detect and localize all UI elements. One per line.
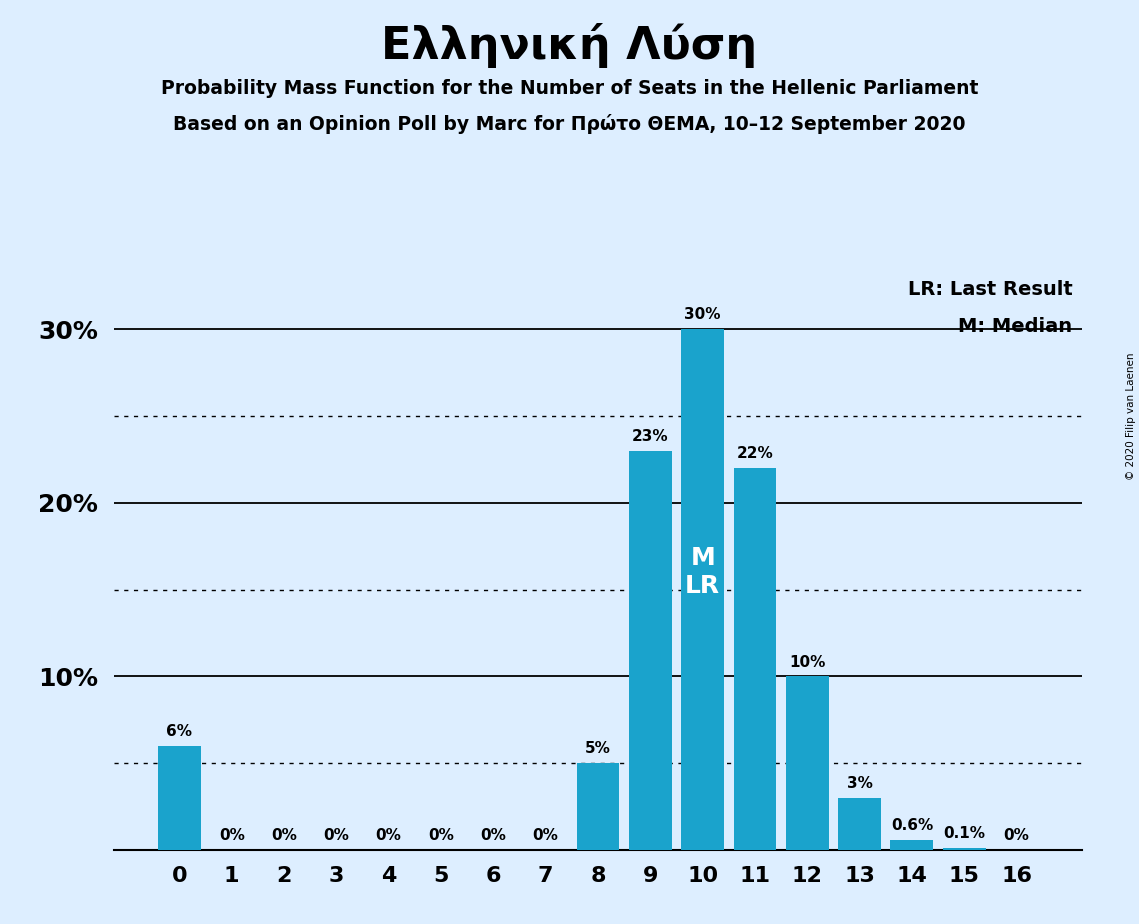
Text: 0%: 0% xyxy=(376,828,402,843)
Text: 23%: 23% xyxy=(632,429,669,444)
Text: M
LR: M LR xyxy=(685,546,720,598)
Text: 10%: 10% xyxy=(789,654,826,670)
Text: 0%: 0% xyxy=(1003,828,1030,843)
Text: 22%: 22% xyxy=(737,446,773,461)
Text: © 2020 Filip van Laenen: © 2020 Filip van Laenen xyxy=(1126,352,1136,480)
Text: 0%: 0% xyxy=(428,828,454,843)
Text: 0%: 0% xyxy=(533,828,558,843)
Text: 3%: 3% xyxy=(846,776,872,791)
Text: 30%: 30% xyxy=(685,308,721,322)
Bar xyxy=(943,848,985,850)
Text: 0.6%: 0.6% xyxy=(891,818,933,833)
Text: Based on an Opinion Poll by Marc for Πρώτο ΘΕΜΑ, 10–12 September 2020: Based on an Opinion Poll by Marc for Πρώ… xyxy=(173,114,966,134)
Bar xyxy=(576,763,620,850)
Text: 0%: 0% xyxy=(271,828,297,843)
Text: 0%: 0% xyxy=(481,828,506,843)
Text: 0%: 0% xyxy=(219,828,245,843)
Bar xyxy=(681,329,724,850)
Text: 6%: 6% xyxy=(166,724,192,739)
Text: 0.1%: 0.1% xyxy=(943,826,985,842)
Text: LR: Last Result: LR: Last Result xyxy=(908,280,1073,299)
Text: Ελληνική Λύση: Ελληνική Λύση xyxy=(382,23,757,68)
Text: M: Median: M: Median xyxy=(958,317,1073,336)
Text: Probability Mass Function for the Number of Seats in the Hellenic Parliament: Probability Mass Function for the Number… xyxy=(161,79,978,98)
Bar xyxy=(786,676,829,850)
Bar xyxy=(838,798,882,850)
Text: 0%: 0% xyxy=(323,828,350,843)
Bar xyxy=(158,746,200,850)
Bar xyxy=(629,451,672,850)
Bar xyxy=(734,468,777,850)
Bar xyxy=(891,840,933,850)
Text: 5%: 5% xyxy=(585,741,611,757)
